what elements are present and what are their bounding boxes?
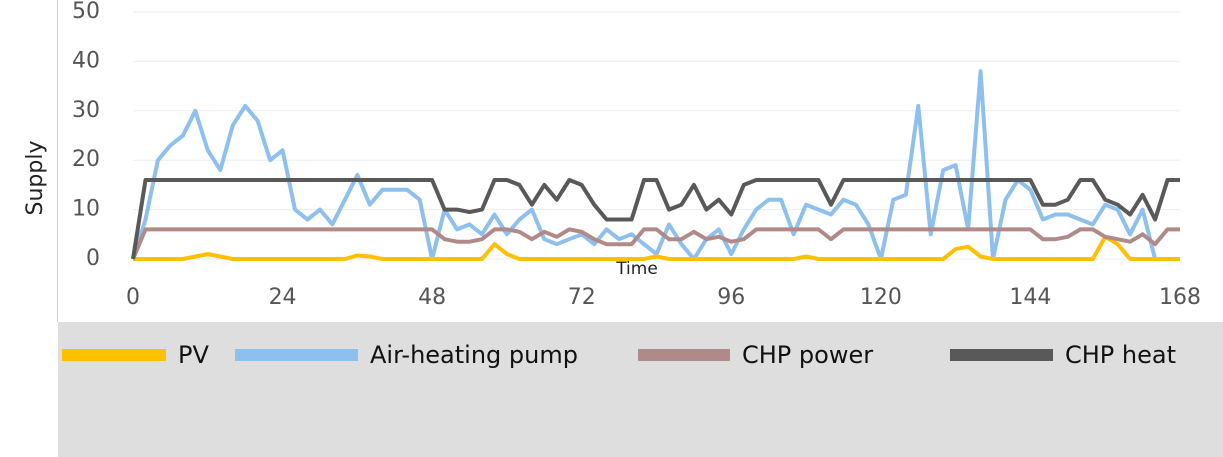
y-tick-label: 10 — [72, 197, 100, 222]
y-tick-label: 40 — [72, 48, 100, 73]
legend-swatch — [62, 349, 166, 361]
y-tick-label: 20 — [72, 147, 100, 172]
series-line — [131, 227, 1180, 260]
x-tick-label: 72 — [568, 285, 596, 310]
x-tick-label: 0 — [126, 285, 140, 310]
x-tick-label: 24 — [269, 285, 297, 310]
x-tick-label: 120 — [860, 285, 902, 310]
legend-swatch — [638, 349, 730, 361]
series-line — [133, 234, 1180, 261]
legend-label: PV — [178, 341, 209, 369]
x-axis-label: Time — [615, 259, 658, 279]
legend-label: Air-heating pump — [370, 341, 578, 369]
x-tick-label: 96 — [717, 285, 745, 310]
series-line — [131, 69, 1180, 261]
legend-label: CHP heat — [1065, 341, 1176, 369]
series-line — [131, 178, 1180, 260]
y-axis-label: Supply — [23, 141, 48, 216]
y-tick-label: 50 — [72, 0, 100, 24]
y-tick-label: 30 — [72, 98, 100, 123]
x-tick-label: 48 — [418, 285, 446, 310]
x-tick-label: 144 — [1009, 285, 1051, 310]
x-tick-label: 168 — [1159, 285, 1201, 310]
legend-label: CHP power — [742, 341, 873, 369]
legend-swatch — [950, 349, 1053, 361]
legend-band — [58, 322, 1223, 457]
y-tick-label: 0 — [86, 246, 100, 271]
legend-swatch — [235, 349, 358, 361]
